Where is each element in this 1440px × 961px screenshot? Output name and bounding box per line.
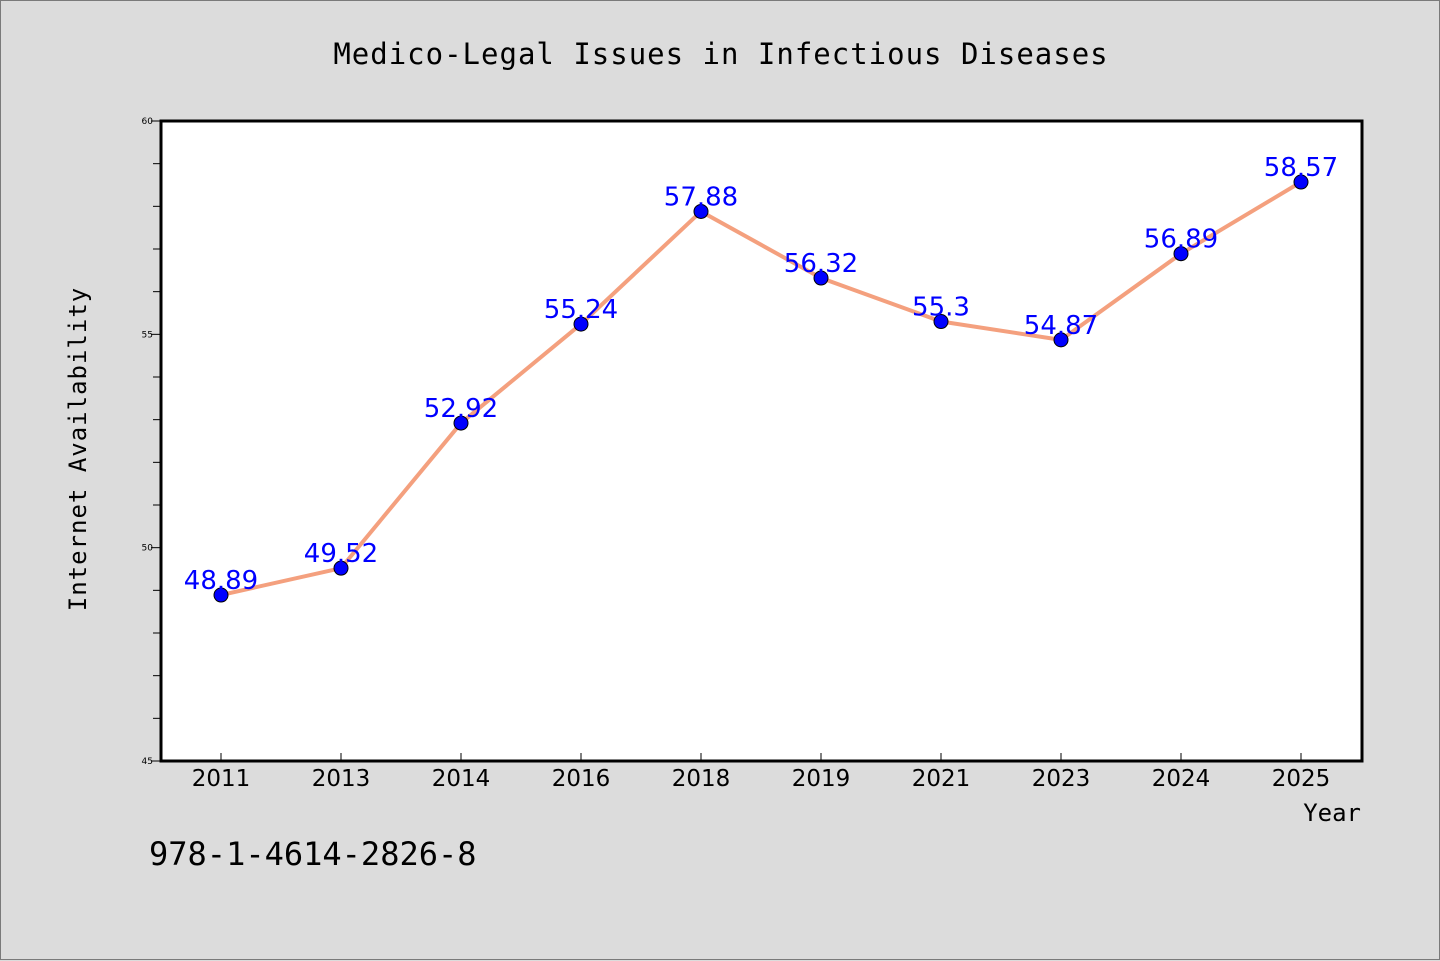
data-point [813, 270, 829, 286]
x-tick-label: 2023 [1032, 766, 1091, 792]
data-labels: 48.89 49.52 52.92 55.24 57.88 56.32 55.3 54.87 5… [184, 153, 1338, 596]
data-point [1053, 332, 1069, 348]
x-axis: 2011 2013 2014 2016 2018 2019 2021 2023 2024 2025 [192, 753, 1331, 792]
data-point [213, 587, 229, 603]
data-label: 54.87 [1024, 311, 1098, 341]
x-tick-label: 2025 [1272, 766, 1331, 792]
data-label: 55.3 [912, 293, 970, 323]
x-tick-label: 2011 [192, 766, 251, 792]
isbn-text: 978-1-4614-2826-8 [149, 835, 477, 873]
data-point [453, 415, 469, 431]
data-label: 52.92 [424, 394, 498, 424]
y-tick-label: 45 [142, 757, 153, 767]
series-markers [213, 174, 1309, 603]
x-axis-label: Year [1303, 799, 1361, 827]
data-point [693, 203, 709, 219]
data-point [933, 314, 949, 330]
y-tick-label: 50 [142, 544, 154, 554]
data-point [1293, 174, 1309, 190]
x-tick-label: 2019 [792, 766, 851, 792]
x-tick-label: 2016 [552, 766, 611, 792]
x-tick-label: 2021 [912, 766, 971, 792]
y-tick-label: 55 [142, 330, 153, 340]
data-label: 55.24 [544, 295, 618, 325]
x-tick-label: 2018 [672, 766, 731, 792]
chart-title: Medico-Legal Issues in Infectious Diseas… [333, 37, 1108, 71]
y-axis: 45 50 55 60 [142, 117, 161, 767]
data-label: 48.89 [184, 566, 258, 596]
y-axis-label: Internet Availability [64, 287, 92, 611]
data-label: 56.32 [784, 249, 858, 279]
data-label: 58.57 [1264, 153, 1338, 183]
data-label: 56.89 [1144, 225, 1218, 255]
series-line [220, 180, 1303, 597]
data-label: 49.52 [304, 539, 378, 569]
data-point [573, 316, 589, 332]
data-point [1173, 246, 1189, 262]
y-tick-label: 60 [142, 117, 154, 127]
x-tick-label: 2024 [1152, 766, 1211, 792]
x-tick-label: 2014 [432, 766, 491, 792]
x-tick-label: 2013 [312, 766, 371, 792]
plot-area [159, 119, 1364, 763]
data-point [333, 560, 349, 576]
data-label: 57.88 [664, 182, 738, 212]
